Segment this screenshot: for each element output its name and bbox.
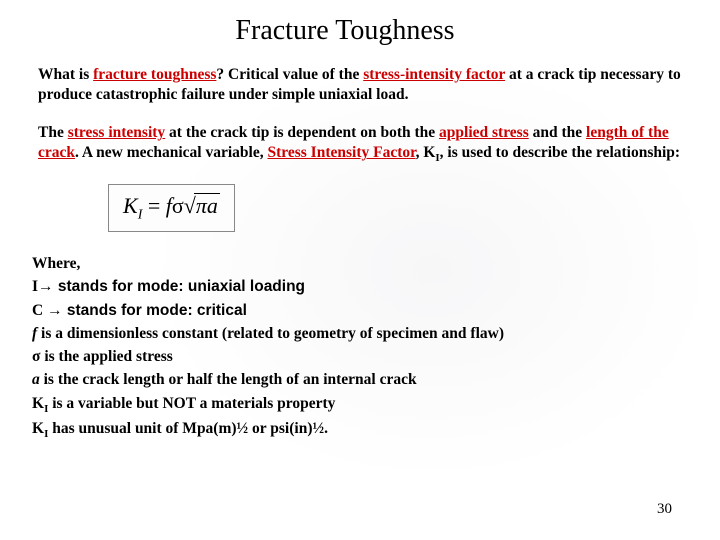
sqrt-radicand: πa — [194, 193, 220, 218]
where-line-f: f is a dimensionless constant (related t… — [32, 322, 682, 345]
w6c: is a variable but NOT a materials proper… — [48, 395, 335, 412]
formula-container: KI = fσ√πa — [108, 184, 682, 232]
p2-t11: , is used to describe the relationship: — [440, 144, 680, 161]
p1-t1: What is — [38, 66, 93, 83]
w7a: K — [32, 420, 44, 437]
w5b: is the crack length or half the length o… — [40, 371, 417, 388]
formula-sigma: σ — [172, 193, 184, 218]
p2-t7: . A new mechanical variable, — [75, 144, 267, 161]
where-line-KI-unit: KI has unusual unit of Mpa(m)½ or psi(in… — [32, 417, 682, 443]
p2-t1: The — [38, 124, 68, 141]
paragraph-2: The stress intensity at the crack tip is… — [38, 123, 682, 166]
p2-stress-intensity: stress intensity — [68, 124, 165, 141]
formula-pi: π — [196, 193, 207, 218]
w5a: a — [32, 371, 40, 388]
p1-t3: ? Critical value of the — [216, 66, 363, 83]
p2-t9: , K — [416, 144, 436, 161]
p1-fracture-toughness: fracture toughness — [93, 66, 216, 83]
w7g: . — [324, 420, 328, 437]
slide-container: Fracture Toughness What is fracture toug… — [0, 0, 720, 540]
formula: KI = fσ√πa — [123, 193, 220, 218]
p2-t5: and the — [529, 124, 586, 141]
p2-t3: at the crack tip is dependent on both th… — [165, 124, 439, 141]
w2b: → stands for mode: critical — [47, 302, 247, 319]
where-block: Where, I→ stands for mode: uniaxial load… — [32, 252, 682, 443]
p2-applied-stress: applied stress — [439, 124, 529, 141]
where-line-a: a is the crack length or half the length… — [32, 368, 682, 391]
where-line-C: C → stands for mode: critical — [32, 299, 682, 322]
where-line-KI-variable: KI is a variable but NOT a materials pro… — [32, 392, 682, 418]
w6a: K — [32, 395, 44, 412]
formula-K: K — [123, 193, 138, 218]
formula-sqrt: √πa — [184, 193, 220, 219]
w1b: → stands for mode: uniaxial loading — [38, 278, 305, 295]
paragraph-1: What is fracture toughness? Critical val… — [38, 65, 682, 105]
p1-stress-intensity-factor: stress-intensity factor — [363, 66, 505, 83]
w7d: ½ — [237, 420, 249, 437]
p2-stress-intensity-factor: Stress Intensity Factor — [267, 144, 415, 161]
formula-a: a — [207, 193, 218, 218]
formula-eq: = — [142, 193, 165, 218]
w7f: ½ — [312, 420, 324, 437]
where-label: Where, — [32, 252, 682, 275]
w4b: is the applied stress — [40, 348, 172, 365]
w2a: C — [32, 302, 47, 319]
where-line-I: I→ stands for mode: uniaxial loading — [32, 275, 682, 298]
slide-title: Fracture Toughness — [8, 15, 682, 47]
page-number: 30 — [657, 501, 672, 518]
where-line-sigma: σ is the applied stress — [32, 345, 682, 368]
formula-box: KI = fσ√πa — [108, 184, 235, 232]
w7c: has unusual unit of Mpa(m) — [48, 420, 236, 437]
w7e: or psi(in) — [248, 420, 312, 437]
w3b: is a dimensionless constant (related to … — [37, 325, 504, 342]
